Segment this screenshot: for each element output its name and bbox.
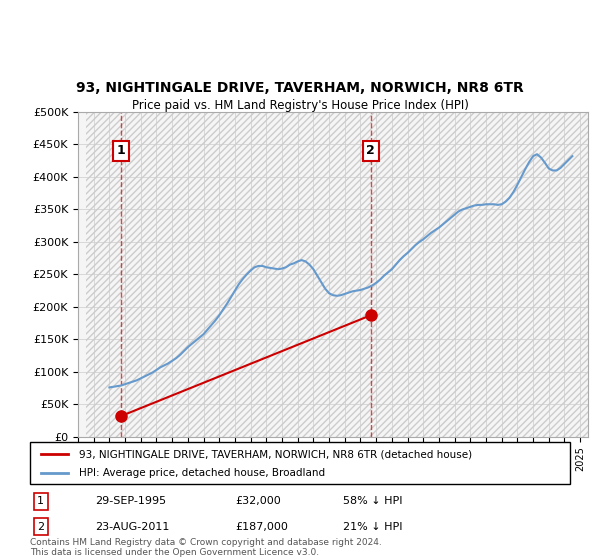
Text: 93, NIGHTINGALE DRIVE, TAVERHAM, NORWICH, NR8 6TR: 93, NIGHTINGALE DRIVE, TAVERHAM, NORWICH…: [76, 81, 524, 95]
Text: 29-SEP-1995: 29-SEP-1995: [95, 496, 166, 506]
Text: 58% ↓ HPI: 58% ↓ HPI: [343, 496, 403, 506]
Text: 23-AUG-2011: 23-AUG-2011: [95, 521, 169, 531]
Text: 93, NIGHTINGALE DRIVE, TAVERHAM, NORWICH, NR8 6TR (detached house): 93, NIGHTINGALE DRIVE, TAVERHAM, NORWICH…: [79, 449, 472, 459]
Text: 2: 2: [366, 144, 375, 157]
Text: 1: 1: [37, 496, 44, 506]
Text: HPI: Average price, detached house, Broadland: HPI: Average price, detached house, Broa…: [79, 468, 325, 478]
Text: Price paid vs. HM Land Registry's House Price Index (HPI): Price paid vs. HM Land Registry's House …: [131, 99, 469, 112]
Text: £32,000: £32,000: [235, 496, 281, 506]
Text: Contains HM Land Registry data © Crown copyright and database right 2024.
This d: Contains HM Land Registry data © Crown c…: [30, 538, 382, 557]
Text: 1: 1: [117, 144, 125, 157]
Text: £187,000: £187,000: [235, 521, 288, 531]
FancyBboxPatch shape: [30, 442, 570, 484]
Text: 21% ↓ HPI: 21% ↓ HPI: [343, 521, 403, 531]
Text: 2: 2: [37, 521, 44, 531]
